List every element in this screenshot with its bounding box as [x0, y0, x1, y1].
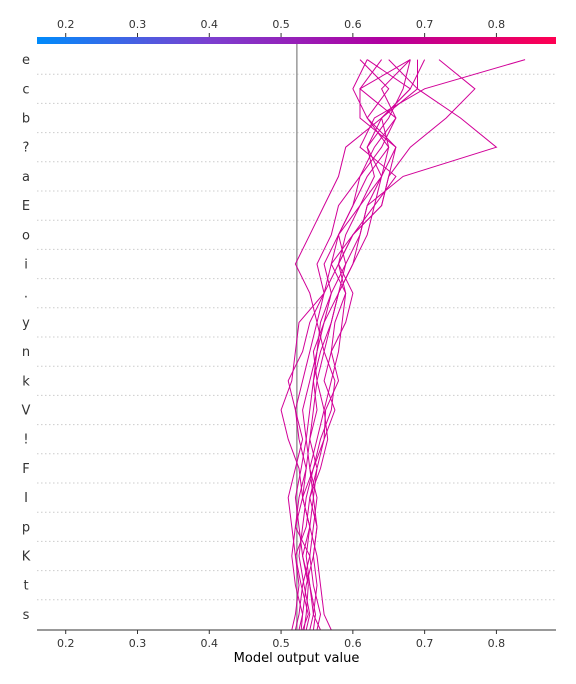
feature-label: a [22, 170, 30, 185]
feature-label: . [24, 287, 28, 302]
top-axis-ticks: 0.2 0.3 0.4 0.5 0.6 0.7 0.8 [57, 18, 505, 37]
top-tick-label: 0.6 [344, 18, 362, 31]
decision-line [309, 59, 390, 631]
feature-label: ! [23, 433, 28, 448]
bottom-tick-label: 0.8 [488, 637, 506, 650]
feature-label: ? [23, 141, 30, 156]
feature-label: t [23, 579, 28, 594]
top-tick-label: 0.5 [272, 18, 290, 31]
bottom-tick-label: 0.7 [416, 637, 434, 650]
top-tick-label: 0.8 [488, 18, 506, 31]
top-tick-label: 0.2 [57, 18, 75, 31]
feature-label: V [22, 404, 31, 419]
top-tick-label: 0.4 [201, 18, 219, 31]
decision-line [300, 59, 426, 631]
decision-line [280, 59, 476, 631]
bottom-tick-label: 0.6 [344, 637, 362, 650]
decision-lines [280, 59, 526, 631]
decision-line [302, 59, 397, 631]
decision-line [287, 59, 411, 631]
bottom-tick-label: 0.4 [201, 637, 219, 650]
colorbar [37, 37, 556, 44]
feature-label: s [23, 608, 30, 623]
feature-label: p [22, 520, 30, 535]
bottom-axis-ticks: 0.2 0.3 0.4 0.5 0.6 0.7 0.8 [57, 630, 505, 650]
decision-line [298, 59, 411, 631]
feature-label: c [22, 82, 29, 97]
top-tick-label: 0.3 [129, 18, 147, 31]
feature-label: n [22, 345, 30, 360]
feature-label: y [22, 316, 30, 331]
feature-label: F [22, 462, 29, 477]
feature-label: e [22, 53, 30, 68]
x-axis-label: Model output value [234, 651, 360, 666]
feature-label: b [22, 112, 30, 127]
feature-label: o [22, 228, 30, 243]
decision-line [294, 59, 526, 631]
bottom-tick-label: 0.2 [57, 637, 75, 650]
decision-line [294, 59, 419, 631]
gridlines [37, 73, 556, 601]
decision-line [287, 59, 397, 631]
feature-label: k [22, 374, 30, 389]
feature-label: i [24, 258, 28, 273]
feature-label: K [22, 550, 31, 565]
top-tick-label: 0.7 [416, 18, 434, 31]
bottom-tick-label: 0.3 [129, 637, 147, 650]
bottom-tick-label: 0.5 [272, 637, 290, 650]
decision-line [291, 59, 412, 631]
feature-label: E [22, 199, 30, 214]
feature-label: I [24, 491, 28, 506]
